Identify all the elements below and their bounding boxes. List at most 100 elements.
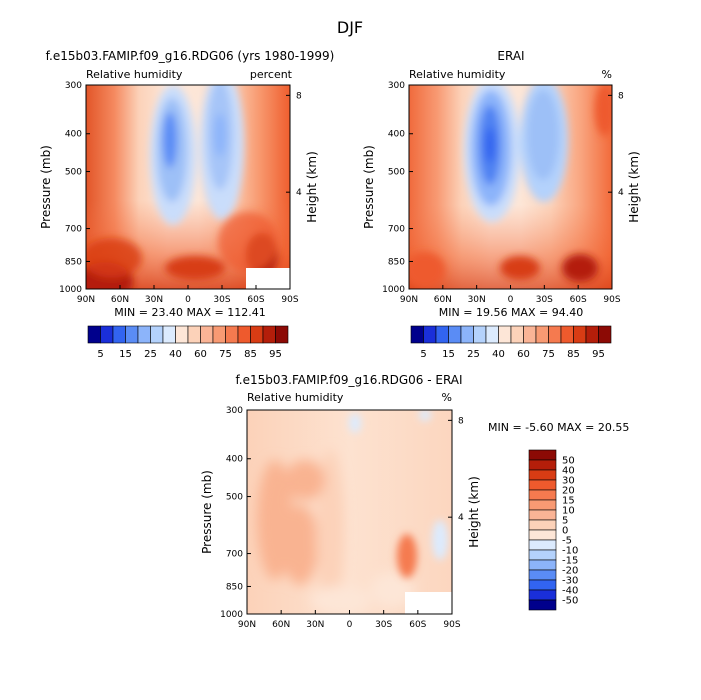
colorbar-swatch [87, 325, 101, 344]
colorbar-label: 0 [562, 526, 568, 537]
y-tick-label: 1000 [220, 610, 243, 620]
panel-model: f.e15b03.FAMIP.f09_g16.RDG06 (yrs 1980-1… [46, 49, 335, 290]
x-tick-label: 90S [443, 620, 460, 630]
colorbar-label: 60 [517, 349, 530, 360]
colorbar-swatch [460, 325, 474, 344]
x-tick-label: 30S [536, 295, 553, 305]
panel-model-axes: 90N 60N 30N 0 30S 60S 90S 300 400 500 700 850 1000 8 4… [39, 81, 319, 305]
y-axis-label: Pressure (mb) [362, 145, 376, 229]
x-tick-label: 30S [375, 620, 392, 630]
colorbar-label: 15 [442, 349, 455, 360]
panel-diff-title: f.e15b03.FAMIP.f09_g16.RDG06 - ERAI [235, 373, 462, 387]
panel-erai-title: ERAI [497, 49, 524, 63]
colorbar-label: -20 [562, 566, 578, 577]
colorbar-label: 50 [562, 456, 575, 467]
colorbar-label: -30 [562, 576, 578, 587]
panel-diff-subtitle-right: % [442, 391, 452, 404]
y-right-tick-label: 8 [296, 91, 302, 101]
colorbar-swatch [528, 529, 557, 541]
colorbar-swatch [528, 459, 557, 471]
colorbar-label: 40 [562, 466, 575, 477]
colorbar-swatch [510, 325, 524, 344]
colorbar-label: 85 [244, 349, 257, 360]
colorbar-swatch [150, 325, 164, 344]
colorbar-swatch [528, 509, 557, 521]
colorbar-label: 85 [567, 349, 580, 360]
colorbar-swatch [528, 479, 557, 491]
x-tick-label: 90N [77, 295, 95, 305]
colorbar-label: 10 [562, 506, 575, 517]
x-tick-label: 90N [400, 295, 418, 305]
colorbar-swatch [528, 539, 557, 551]
colorbar-swatch [498, 325, 512, 344]
y-tick-label: 850 [226, 582, 243, 592]
y-tick-label: 700 [226, 550, 243, 560]
y-tick-label: 500 [388, 168, 405, 178]
y-right-tick-label: 4 [296, 188, 302, 198]
x-tick-label: 30N [468, 295, 486, 305]
y-right-axis-label: Height (km) [305, 151, 319, 222]
colorbar-label: 75 [542, 349, 555, 360]
colorbar-label: 40 [169, 349, 182, 360]
panel-model-colorbar: 5 15 25 40 60 75 85 95 [87, 325, 289, 360]
y-tick-label: 300 [226, 406, 243, 416]
colorbar-swatch [528, 549, 557, 561]
colorbar-swatch [528, 589, 557, 601]
panel-model-title: f.e15b03.FAMIP.f09_g16.RDG06 (yrs 1980-1… [46, 49, 335, 63]
colorbar-swatch [435, 325, 449, 344]
y-tick-label: 1000 [59, 285, 82, 295]
colorbar-swatch [523, 325, 537, 344]
y-tick-label: 700 [388, 225, 405, 235]
colorbar-label: 30 [562, 476, 575, 487]
x-tick-label: 60S [570, 295, 587, 305]
colorbar-swatch [528, 559, 557, 571]
y-tick-label: 400 [388, 130, 405, 140]
x-tick-label: 60N [272, 620, 290, 630]
panel-diff-field [247, 410, 452, 614]
y-tick-label: 500 [226, 493, 243, 503]
x-tick-label: 60N [111, 295, 129, 305]
colorbar-swatch [275, 325, 289, 344]
colorbar-label: 95 [269, 349, 282, 360]
y-tick-label: 300 [65, 81, 82, 91]
colorbar-swatch [528, 449, 557, 461]
colorbar-swatch [560, 325, 574, 344]
colorbar-swatch [262, 325, 276, 344]
colorbar-swatch [535, 325, 549, 344]
colorbar-swatch [528, 569, 557, 581]
panel-erai-field [409, 85, 612, 289]
panel-erai-colorbar: 5 15 25 40 60 75 85 95 [410, 325, 612, 360]
panel-diff-subtitle-left: Relative humidity [247, 391, 344, 404]
x-tick-label: 30N [145, 295, 163, 305]
y-tick-label: 700 [65, 225, 82, 235]
y-tick-label: 300 [388, 81, 405, 91]
x-tick-label: 60S [409, 620, 426, 630]
panel-diff-stats: MIN = -5.60 MAX = 20.55 [488, 421, 629, 434]
x-tick-label: 90N [238, 620, 256, 630]
colorbar-swatch [125, 325, 139, 344]
colorbar-swatch [212, 325, 226, 344]
colorbar-swatch [200, 325, 214, 344]
x-tick-label: 30S [213, 295, 230, 305]
colorbar-swatch [423, 325, 437, 344]
y-tick-label: 500 [65, 168, 82, 178]
panel-erai-axes: 90N 60N 30N 0 30S 60S 90S 300 400 500 700 850 1000 8 4… [362, 81, 641, 305]
colorbar-swatch [175, 325, 189, 344]
panel-model-stats: MIN = 23.40 MAX = 112.41 [114, 306, 265, 319]
colorbar-swatch [137, 325, 151, 344]
colorbar-swatch [225, 325, 239, 344]
colorbar-swatch [528, 519, 557, 531]
figure-title: DJF [337, 18, 363, 37]
x-tick-label: 90S [603, 295, 620, 305]
y-right-tick-label: 4 [618, 188, 624, 198]
colorbar-swatch [573, 325, 587, 344]
y-tick-label: 400 [65, 130, 82, 140]
colorbar-swatch [112, 325, 126, 344]
colorbar-label: 60 [194, 349, 207, 360]
colorbar-swatch [162, 325, 176, 344]
colorbar-swatch [410, 325, 424, 344]
colorbar-label: -50 [562, 596, 578, 607]
colorbar-label: -10 [562, 546, 578, 557]
y-right-tick-label: 4 [458, 513, 464, 523]
